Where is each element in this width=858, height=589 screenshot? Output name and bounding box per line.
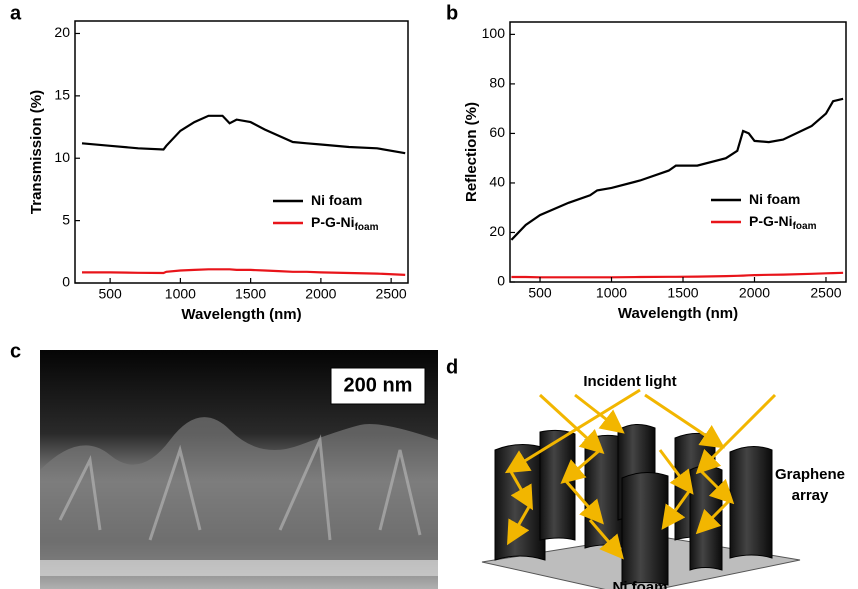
panel-label: c <box>10 340 21 362</box>
diagram: Incident light Graphene array Ni foam <box>482 373 845 589</box>
x-tick-label: 2000 <box>739 285 770 301</box>
y-tick-label: 40 <box>489 174 505 190</box>
x-tick-label: 1000 <box>596 285 627 301</box>
y-tick-label: 100 <box>482 25 506 41</box>
legend-label: Ni foam <box>749 191 800 207</box>
x-tick-label: 2000 <box>305 286 336 302</box>
plot-frame <box>75 21 408 283</box>
y-tick-label: 15 <box>54 87 70 103</box>
legend-label-text: P-G-Ni <box>749 213 793 229</box>
x-tick-label: 500 <box>98 286 122 302</box>
x-tick-label: 1500 <box>667 285 698 301</box>
y-tick-label: 80 <box>489 75 505 91</box>
y-axis-title: Transmission (%) <box>28 90 45 214</box>
x-tick-label: 2500 <box>376 286 407 302</box>
diagram-label: Graphene <box>775 466 845 483</box>
data-line <box>82 116 405 153</box>
x-tick-label: 1000 <box>165 286 196 302</box>
legend-label: P-G-Nifoam <box>311 214 379 233</box>
legend-label-text: P-G-Ni <box>311 214 355 230</box>
legend-label-subscript: foam <box>355 222 379 233</box>
data-line <box>511 99 843 240</box>
legend-label-text: Ni foam <box>749 191 800 207</box>
panel-label: b <box>446 2 458 24</box>
diagram-label: array <box>792 487 829 504</box>
y-tick-label: 10 <box>54 149 70 165</box>
diagram-label: Ni foam <box>612 579 667 589</box>
x-tick-label: 500 <box>528 285 552 301</box>
y-tick-label: 20 <box>54 24 70 40</box>
scale-bar-label: 200 nm <box>344 374 413 396</box>
x-axis-title: Wavelength (nm) <box>181 306 301 323</box>
plot-frame <box>510 22 846 282</box>
sem-image: 200 nm <box>40 350 438 589</box>
data-line <box>82 269 405 275</box>
diagram-label: Incident light <box>583 373 676 390</box>
y-tick-label: 0 <box>62 274 70 290</box>
figure: a b c d 200 nm Incident ligh <box>0 0 858 589</box>
legend-label-text: Ni foam <box>311 192 362 208</box>
panel-label: d <box>446 356 458 378</box>
legend-label-subscript: foam <box>793 221 817 232</box>
y-tick-label: 0 <box>497 273 505 289</box>
y-tick-label: 5 <box>62 211 70 227</box>
panel-label: a <box>10 2 22 24</box>
y-tick-label: 60 <box>489 124 505 140</box>
legend-label: P-G-Nifoam <box>749 213 817 232</box>
y-axis-title: Reflection (%) <box>463 102 480 202</box>
x-axis-title: Wavelength (nm) <box>618 305 738 322</box>
x-tick-label: 2500 <box>810 285 841 301</box>
y-tick-label: 20 <box>489 223 505 239</box>
legend-label: Ni foam <box>311 192 362 208</box>
x-tick-label: 1500 <box>235 286 266 302</box>
data-line <box>511 273 843 278</box>
